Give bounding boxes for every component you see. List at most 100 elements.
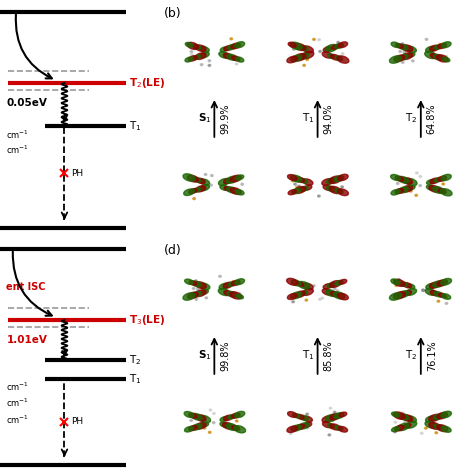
Ellipse shape [429, 45, 439, 51]
Ellipse shape [224, 291, 232, 296]
Ellipse shape [438, 176, 447, 181]
Ellipse shape [406, 289, 417, 295]
Ellipse shape [339, 412, 347, 417]
Ellipse shape [190, 51, 192, 53]
Ellipse shape [401, 53, 413, 60]
Ellipse shape [392, 427, 400, 432]
Ellipse shape [287, 56, 298, 63]
Ellipse shape [292, 301, 294, 303]
Text: T$_1$: T$_1$ [129, 118, 141, 133]
Ellipse shape [304, 185, 312, 190]
Ellipse shape [427, 180, 435, 184]
Ellipse shape [185, 57, 193, 62]
Ellipse shape [299, 53, 309, 59]
Ellipse shape [292, 48, 295, 50]
Ellipse shape [230, 175, 241, 182]
Ellipse shape [323, 185, 331, 190]
Ellipse shape [195, 290, 206, 297]
Ellipse shape [407, 53, 415, 57]
Ellipse shape [403, 283, 411, 288]
Text: 1.01eV: 1.01eV [7, 335, 47, 345]
Ellipse shape [193, 177, 201, 182]
Ellipse shape [394, 431, 396, 433]
Ellipse shape [189, 189, 197, 193]
Ellipse shape [292, 413, 300, 418]
Ellipse shape [190, 419, 192, 421]
Ellipse shape [329, 176, 341, 183]
Ellipse shape [341, 186, 343, 188]
Ellipse shape [303, 416, 312, 422]
Ellipse shape [393, 292, 405, 299]
Ellipse shape [442, 183, 445, 185]
Ellipse shape [220, 417, 228, 421]
Ellipse shape [434, 55, 443, 60]
Text: 85.8%: 85.8% [324, 340, 334, 371]
Ellipse shape [227, 54, 237, 60]
Ellipse shape [434, 414, 443, 419]
Ellipse shape [306, 427, 309, 429]
Ellipse shape [422, 290, 425, 292]
Ellipse shape [328, 424, 335, 428]
Ellipse shape [445, 296, 447, 298]
Ellipse shape [290, 433, 292, 435]
Ellipse shape [232, 413, 240, 418]
Ellipse shape [403, 291, 411, 296]
Ellipse shape [394, 55, 405, 62]
Ellipse shape [425, 427, 427, 429]
Ellipse shape [300, 291, 308, 295]
Ellipse shape [192, 424, 202, 430]
Ellipse shape [300, 186, 308, 191]
Ellipse shape [296, 186, 298, 188]
Text: T$_1$: T$_1$ [302, 111, 314, 126]
Ellipse shape [291, 292, 301, 299]
Ellipse shape [404, 422, 406, 424]
Ellipse shape [406, 416, 416, 422]
Ellipse shape [322, 52, 332, 58]
Ellipse shape [426, 416, 436, 422]
Ellipse shape [235, 42, 245, 48]
Ellipse shape [325, 45, 337, 52]
Ellipse shape [193, 55, 201, 60]
Ellipse shape [185, 43, 193, 47]
Ellipse shape [226, 176, 237, 183]
Ellipse shape [435, 177, 442, 182]
Ellipse shape [425, 289, 436, 295]
Ellipse shape [302, 46, 313, 53]
Ellipse shape [198, 179, 200, 181]
Ellipse shape [230, 292, 242, 299]
Ellipse shape [287, 426, 298, 432]
Ellipse shape [300, 46, 308, 51]
Ellipse shape [241, 183, 244, 185]
Ellipse shape [392, 412, 400, 417]
Ellipse shape [337, 41, 339, 43]
Ellipse shape [438, 293, 446, 298]
Text: (b): (b) [164, 7, 182, 20]
Ellipse shape [398, 279, 400, 281]
Ellipse shape [334, 288, 336, 290]
Ellipse shape [433, 187, 444, 193]
Ellipse shape [199, 283, 210, 290]
Ellipse shape [291, 55, 301, 62]
Ellipse shape [228, 282, 236, 286]
Ellipse shape [227, 292, 237, 297]
Ellipse shape [231, 43, 240, 49]
Text: T$_2$(LE): T$_2$(LE) [129, 76, 165, 90]
Ellipse shape [330, 424, 340, 430]
Ellipse shape [333, 292, 345, 299]
Ellipse shape [232, 426, 240, 430]
Ellipse shape [437, 280, 447, 286]
Ellipse shape [442, 57, 450, 62]
Ellipse shape [294, 183, 296, 185]
Ellipse shape [399, 44, 408, 50]
Ellipse shape [236, 294, 244, 299]
Ellipse shape [212, 422, 215, 424]
Ellipse shape [195, 45, 206, 51]
Ellipse shape [430, 178, 439, 183]
Ellipse shape [236, 175, 244, 180]
Ellipse shape [438, 44, 441, 46]
Ellipse shape [288, 411, 297, 417]
Ellipse shape [184, 427, 193, 432]
Ellipse shape [193, 198, 195, 200]
Ellipse shape [405, 178, 417, 186]
Ellipse shape [223, 282, 233, 288]
